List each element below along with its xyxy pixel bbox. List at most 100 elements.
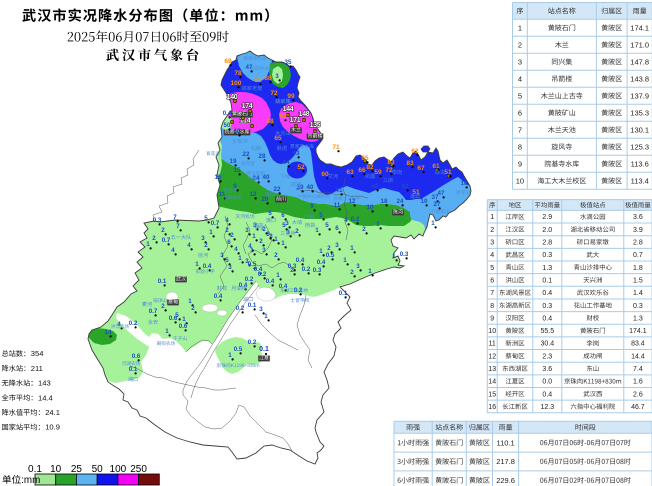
- svg-text:10: 10: [516, 177, 524, 186]
- svg-text:137.9: 137.9: [630, 92, 649, 101]
- svg-text:2: 2: [191, 305, 195, 312]
- svg-text:13: 13: [488, 366, 496, 373]
- svg-text:4: 4: [234, 246, 238, 253]
- svg-text:65: 65: [361, 155, 369, 162]
- svg-text:5: 5: [225, 257, 229, 264]
- svg-text:2.0: 2.0: [542, 227, 552, 234]
- svg-text:28: 28: [259, 153, 266, 160]
- svg-text:27: 27: [434, 201, 441, 208]
- svg-text:110.1: 110.1: [496, 438, 514, 447]
- svg-text:1: 1: [376, 221, 380, 228]
- svg-text:1: 1: [195, 261, 199, 268]
- svg-text:50: 50: [224, 122, 231, 129]
- svg-text:148: 148: [299, 111, 310, 118]
- svg-text:2.8: 2.8: [633, 240, 643, 247]
- svg-text:0.4: 0.4: [214, 293, 223, 300]
- svg-text:0.4: 0.4: [239, 282, 248, 289]
- svg-text:2: 2: [327, 245, 331, 252]
- svg-text:2: 2: [161, 227, 165, 234]
- svg-text:14.4: 14.4: [631, 353, 645, 360]
- svg-text:1: 1: [276, 272, 280, 279]
- svg-text:354: 354: [31, 349, 44, 358]
- svg-text:0.2: 0.2: [129, 320, 138, 327]
- svg-text:6: 6: [227, 239, 231, 246]
- svg-text:229.6: 229.6: [496, 476, 515, 485]
- svg-text:4: 4: [518, 75, 522, 84]
- svg-text:2.9: 2.9: [542, 214, 552, 221]
- svg-text:52: 52: [297, 164, 305, 171]
- svg-text:99: 99: [287, 93, 295, 100]
- svg-text:62: 62: [279, 113, 287, 120]
- svg-text:5: 5: [490, 265, 494, 272]
- svg-text:0.6: 0.6: [169, 315, 178, 322]
- svg-text:0.7: 0.7: [149, 308, 158, 315]
- svg-text:30.4: 30.4: [540, 341, 554, 348]
- svg-text:7: 7: [518, 126, 522, 135]
- svg-text:47: 47: [246, 64, 253, 71]
- svg-text:3: 3: [266, 231, 270, 238]
- svg-text:14.4: 14.4: [38, 393, 53, 402]
- svg-text:5: 5: [204, 215, 208, 222]
- svg-text:1: 1: [281, 240, 285, 247]
- svg-text:8: 8: [518, 143, 522, 152]
- svg-text:88: 88: [264, 75, 272, 82]
- svg-text:69: 69: [224, 58, 232, 65]
- svg-text:35: 35: [285, 59, 292, 66]
- svg-text:0.4: 0.4: [542, 391, 552, 398]
- svg-text:3: 3: [285, 220, 289, 227]
- svg-text:2: 2: [152, 235, 156, 242]
- svg-text:10: 10: [367, 204, 374, 211]
- svg-text:2: 2: [161, 303, 165, 310]
- svg-text:63: 63: [346, 169, 354, 176]
- svg-text:2: 2: [262, 226, 266, 233]
- svg-text:0.1: 0.1: [542, 278, 552, 285]
- svg-text:59: 59: [374, 169, 382, 176]
- svg-text:83: 83: [406, 160, 414, 167]
- svg-text:78: 78: [234, 70, 242, 77]
- svg-text:171.0: 171.0: [630, 41, 649, 50]
- svg-text:4: 4: [225, 217, 229, 224]
- svg-text:10: 10: [50, 464, 62, 475]
- svg-text:140: 140: [227, 94, 238, 101]
- svg-text:3.6: 3.6: [542, 366, 552, 373]
- svg-text:0.1: 0.1: [129, 366, 138, 373]
- svg-text:0.1: 0.1: [28, 464, 42, 475]
- svg-text:46.7: 46.7: [631, 404, 645, 411]
- svg-text:0.1: 0.1: [259, 346, 269, 353]
- svg-text:1: 1: [238, 255, 242, 262]
- svg-text:0.5: 0.5: [248, 261, 257, 268]
- svg-text:0.4: 0.4: [542, 290, 552, 297]
- svg-text:10.9: 10.9: [45, 423, 60, 432]
- svg-text:211: 211: [31, 364, 43, 373]
- svg-text:2: 2: [350, 269, 354, 276]
- svg-text:15: 15: [488, 391, 496, 398]
- svg-text:1: 1: [518, 24, 522, 33]
- svg-text:3: 3: [245, 227, 249, 234]
- svg-text:0.3: 0.3: [288, 263, 297, 270]
- svg-text:217.8: 217.8: [496, 457, 515, 466]
- svg-text:0.4: 0.4: [317, 259, 326, 266]
- svg-text:61: 61: [432, 163, 440, 170]
- svg-text:1: 1: [165, 328, 169, 335]
- svg-text:0.3: 0.3: [633, 303, 643, 310]
- svg-text:4: 4: [490, 252, 494, 259]
- svg-text:2: 2: [290, 267, 294, 274]
- svg-text:1.3: 1.3: [633, 315, 643, 322]
- svg-text:5: 5: [268, 210, 272, 217]
- svg-text:3: 3: [262, 247, 266, 254]
- svg-text:51: 51: [444, 169, 452, 176]
- svg-text:0.3: 0.3: [400, 251, 409, 258]
- svg-text:4: 4: [187, 242, 191, 249]
- svg-text:10: 10: [421, 198, 428, 205]
- svg-text:15: 15: [234, 167, 241, 174]
- svg-text:2: 2: [274, 252, 278, 259]
- svg-text:40: 40: [263, 174, 270, 181]
- svg-text:144: 144: [283, 106, 294, 113]
- svg-text:42: 42: [402, 183, 409, 190]
- svg-text:0.7: 0.7: [162, 237, 171, 244]
- svg-text:143: 143: [38, 379, 51, 388]
- svg-text:171: 171: [290, 117, 301, 124]
- svg-text:8: 8: [490, 303, 494, 310]
- svg-text:0.2: 0.2: [351, 216, 360, 223]
- svg-text:15: 15: [215, 174, 222, 181]
